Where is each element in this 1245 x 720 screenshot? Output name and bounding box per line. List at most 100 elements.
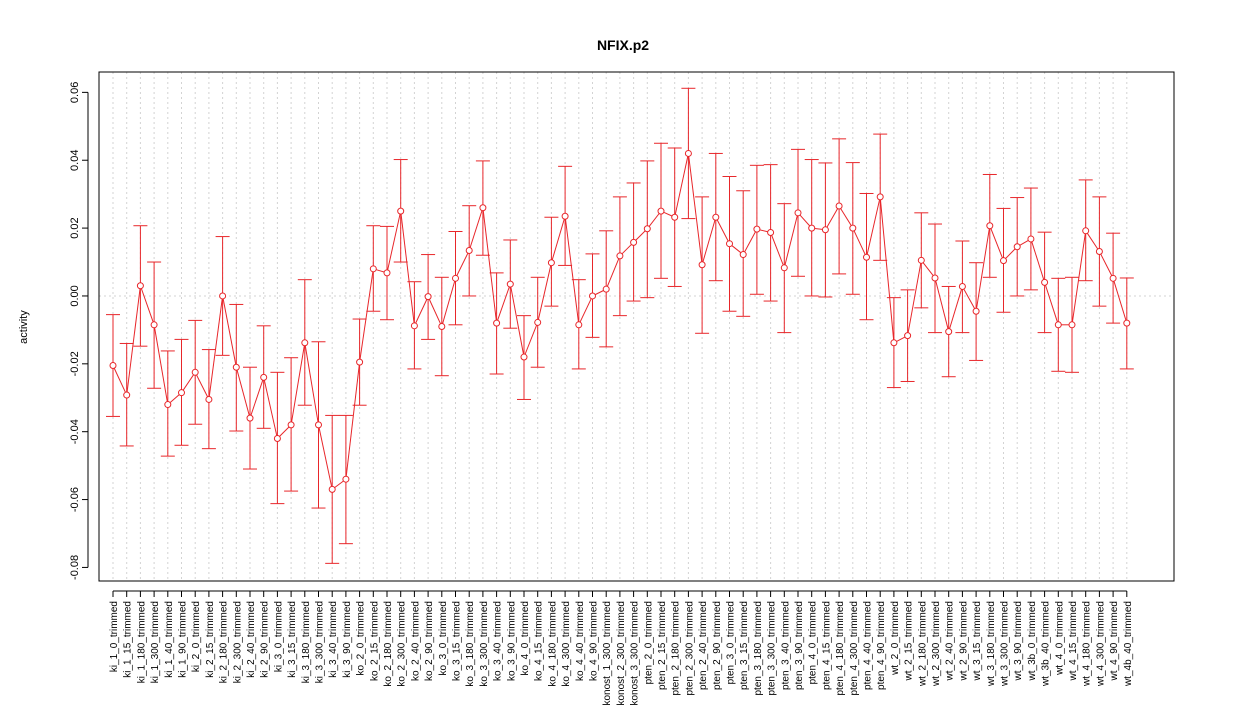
series-segment <box>400 214 415 323</box>
series-segment <box>648 213 660 227</box>
series-segment <box>222 298 237 365</box>
x-tick-label: ko_3_180_trimmed <box>465 601 476 687</box>
series-segment <box>879 199 895 340</box>
series-segment <box>263 380 278 436</box>
data-point <box>178 389 185 397</box>
data-point <box>575 321 583 329</box>
x-tick-label: wt_4b_40_trimmed <box>1123 601 1134 687</box>
x-tick-label: ko_2_180_trimmed <box>383 601 394 687</box>
data-point <box>671 213 679 221</box>
data-point <box>246 414 254 422</box>
series-segment <box>635 230 646 241</box>
data-point <box>890 339 898 347</box>
series-segment <box>963 288 976 309</box>
x-tick-label: pten_2_40_trimmed <box>698 601 709 690</box>
grid <box>99 72 1174 581</box>
series-segment <box>759 229 768 233</box>
series-segment <box>731 245 742 254</box>
x-tick-label: ki_1_40_trimmed <box>164 601 175 678</box>
series-segment <box>866 199 881 255</box>
x-tick-label: ko_2_90_trimmed <box>424 601 435 681</box>
data-point <box>383 269 391 277</box>
x-tick-label: ki_1_15_trimmed <box>123 601 134 678</box>
x-tick-label: pten_3_180_trimmed <box>753 601 764 696</box>
series-segment <box>279 426 290 437</box>
data-point <box>684 149 692 157</box>
series-segment <box>564 219 579 322</box>
y-tick-label: 0.06 <box>69 82 81 103</box>
series-segment <box>376 269 385 273</box>
data-point <box>808 224 816 232</box>
x-tick-label: pten_3_300_trimmed <box>767 601 778 696</box>
x-tick-label: wt_2_40_trimmed <box>945 601 956 681</box>
x-tick-label: pten_3_90_trimmed <box>794 601 805 690</box>
series-segment <box>579 298 592 323</box>
series-segment <box>456 252 469 276</box>
series-segment <box>126 288 141 393</box>
series-segment <box>853 230 866 255</box>
data-point <box>986 222 994 230</box>
x-tick-label: konost_1_300_trimmed <box>602 601 613 706</box>
series-segment <box>140 288 154 323</box>
x-tick-label: ki_2_40_trimmed <box>246 601 257 678</box>
x-tick-label: ki_2_90_trimmed <box>260 601 271 678</box>
data-point <box>602 285 610 293</box>
x-tick-label: ki_2_0_trimmed <box>191 601 202 672</box>
series-segment <box>250 380 264 416</box>
x-tick-label: pten_2_15_trimmed <box>657 601 668 690</box>
data-point <box>726 240 733 248</box>
series-segment <box>799 214 811 227</box>
data-point <box>123 391 131 399</box>
x-tick-label: pten_3_0_trimmed <box>726 601 737 684</box>
series-segment <box>482 210 497 321</box>
series-segment <box>387 213 401 271</box>
data-point <box>917 256 925 264</box>
y-tick-label: -0.06 <box>69 487 81 512</box>
series-segment <box>208 298 223 397</box>
series-segment <box>196 374 208 398</box>
y-tick-label: 0.02 <box>69 217 81 238</box>
data-point <box>287 421 295 429</box>
x-tick-label: ki_3_90_trimmed <box>342 601 353 678</box>
x-tick-label: ki_3_0_trimmed <box>273 601 284 672</box>
x-tick-label: ki_3_40_trimmed <box>328 601 339 678</box>
series-segment <box>826 208 839 228</box>
x-tick-label: ko_3_300_trimmed <box>479 601 490 687</box>
x-tick-label: ki_1_0_trimmed <box>109 601 120 672</box>
x-tick-label: pten_4_90_trimmed <box>876 601 887 690</box>
x-tick-label: wt_3_300_trimmed <box>1000 601 1011 687</box>
series-segment <box>318 427 333 487</box>
data-point <box>1041 278 1049 286</box>
x-tick-label: konost_2_300_trimmed <box>616 601 627 706</box>
data-point <box>232 363 240 371</box>
series-segment <box>922 262 934 276</box>
series-segment <box>1071 233 1086 322</box>
data-point <box>1123 319 1131 327</box>
data-point <box>712 213 720 221</box>
data-point <box>356 358 364 366</box>
data-point <box>753 225 761 233</box>
series-segment <box>702 219 716 262</box>
x-tick-label: ki_3_15_trimmed <box>287 601 298 678</box>
x-tick-label: ki_1_180_trimmed <box>136 601 147 683</box>
x-tick-label: wt_2_180_trimmed <box>917 601 928 687</box>
series-segment <box>744 231 756 253</box>
x-tick-label: ko_4_300_trimmed <box>561 601 572 687</box>
series-segment <box>345 365 360 477</box>
x-tick-label: wt_4_15_trimmed <box>1068 601 1079 681</box>
series-segment <box>663 211 673 217</box>
x-tick-label: ko_3_90_trimmed <box>506 601 517 681</box>
data-point <box>136 282 144 290</box>
x-tick-label: wt_3b_0_trimmed <box>1027 601 1038 681</box>
x-tick-label: pten_4_300_trimmed <box>849 601 860 696</box>
x-tick-label: ko_3_40_trimmed <box>493 601 504 681</box>
data-point <box>424 293 432 301</box>
series-segment <box>1086 233 1099 250</box>
series-segment <box>442 281 456 324</box>
data-point <box>643 225 651 233</box>
x-tick-label: ki_3_300_trimmed <box>315 601 326 683</box>
series-segment <box>236 369 250 416</box>
x-tick-label: ko_4_90_trimmed <box>589 601 600 681</box>
